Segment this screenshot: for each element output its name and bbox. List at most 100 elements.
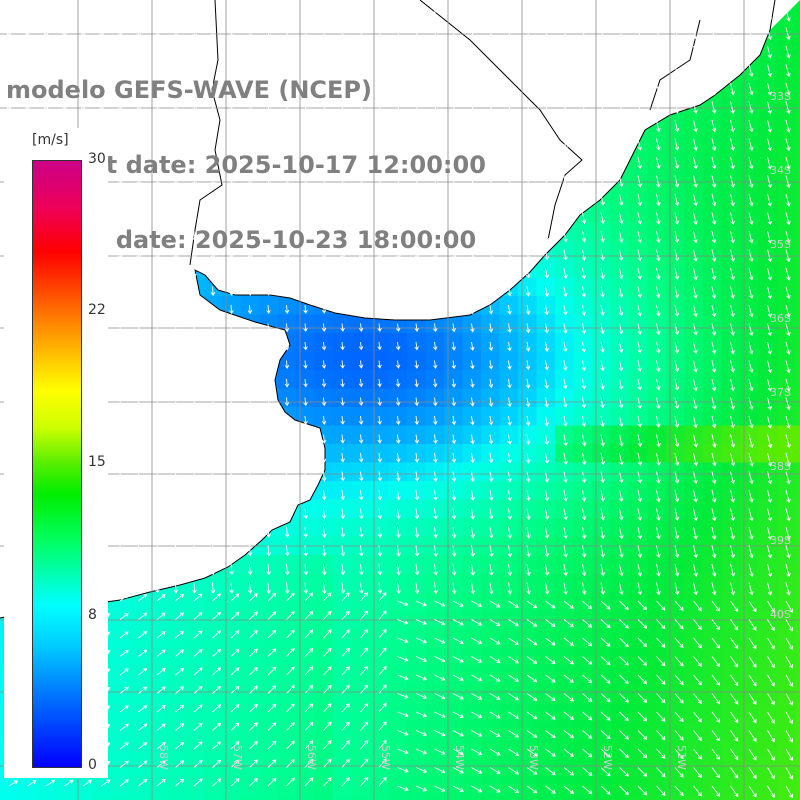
wind-arrow <box>526 101 531 114</box>
wind-speed-cell <box>222 666 242 686</box>
wind-arrow <box>229 489 234 501</box>
wind-speed-cell <box>462 388 482 408</box>
wind-speed-cell <box>296 684 316 704</box>
wind-speed-cell <box>462 444 482 464</box>
wind-arrow <box>99 64 104 75</box>
wind-speed-cell <box>795 314 800 334</box>
wind-arrow <box>544 230 550 243</box>
wind-arrow <box>452 582 457 595</box>
wind-arrow <box>340 64 346 76</box>
wind-arrow <box>656 175 661 188</box>
wind-arrow <box>303 119 308 131</box>
wind-speed-cell <box>795 222 800 242</box>
wind-speed-cell <box>425 333 445 353</box>
wind-arrow <box>136 27 142 38</box>
wind-speed-cell <box>314 370 334 390</box>
wind-arrow <box>600 8 605 21</box>
wind-arrow <box>545 730 556 739</box>
wind-arrow <box>785 156 791 170</box>
wind-arrow <box>674 785 684 797</box>
wind-arrow <box>581 193 587 206</box>
wind-arrow <box>321 489 327 501</box>
wind-arrow <box>210 138 216 149</box>
wind-arrow <box>489 600 501 608</box>
wind-speed-cell <box>259 592 279 612</box>
wind-arrow <box>155 360 160 371</box>
wind-arrow <box>508 748 520 756</box>
wind-arrow <box>433 286 438 296</box>
wind-arrow <box>674 767 684 778</box>
wind-arrow <box>600 619 611 629</box>
wind-arrow <box>193 704 203 713</box>
wind-speed-cell <box>388 573 408 593</box>
wind-arrow <box>674 508 680 522</box>
wind-arrow <box>470 582 476 595</box>
wind-arrow <box>785 767 794 780</box>
wind-arrow <box>637 582 643 596</box>
wind-arrow <box>284 27 290 39</box>
wind-arrow <box>471 730 483 737</box>
wind-arrow <box>693 101 698 114</box>
wind-arrow <box>247 249 253 260</box>
wind-arrow <box>767 452 773 467</box>
wind-arrow <box>544 508 550 521</box>
wind-arrow <box>711 563 717 577</box>
wind-arrow <box>321 434 327 444</box>
wind-speed-cell <box>222 647 242 667</box>
wind-arrow <box>748 82 754 96</box>
wind-arrow <box>266 360 271 370</box>
wind-arrow <box>489 508 494 520</box>
wind-arrow <box>43 8 49 19</box>
wind-arrow <box>173 341 179 352</box>
wind-arrow <box>322 563 327 576</box>
wind-arrow <box>637 212 643 225</box>
wind-arrow <box>730 267 735 281</box>
wind-speed-cell <box>795 777 800 797</box>
wind-arrow <box>396 45 401 58</box>
wind-arrow <box>212 741 222 750</box>
wind-arrow <box>767 693 775 706</box>
wind-arrow <box>230 593 240 602</box>
wind-speed-cell <box>222 758 242 778</box>
wind-arrow <box>711 785 721 797</box>
wind-arrow <box>693 341 698 355</box>
wind-arrow <box>470 249 475 260</box>
wind-arrow <box>229 452 234 463</box>
wind-arrow <box>192 526 197 538</box>
wind-arrow <box>711 8 717 22</box>
wind-arrow <box>303 397 308 407</box>
wind-speed-cell <box>370 407 390 427</box>
wind-arrow <box>340 415 345 425</box>
wind-arrow <box>210 230 216 242</box>
wind-speed-cell <box>795 666 800 686</box>
wind-arrow <box>433 45 438 58</box>
wind-arrow <box>155 452 160 464</box>
wind-arrow <box>377 434 382 444</box>
wind-arrow <box>451 286 457 296</box>
wind-arrow <box>656 64 661 77</box>
wind-arrow <box>452 619 464 626</box>
wind-arrow <box>340 230 345 242</box>
wind-arrow <box>414 156 420 169</box>
wind-arrow <box>582 785 593 795</box>
wind-arrow <box>730 101 735 115</box>
wind-speed-cell <box>666 795 686 800</box>
wind-arrow <box>173 471 179 482</box>
wind-arrow <box>748 378 754 392</box>
wind-speed-cell <box>370 499 390 519</box>
wind-arrow <box>488 304 494 315</box>
wind-arrow <box>711 711 721 723</box>
wind-arrow <box>748 600 757 613</box>
wind-arrow <box>600 415 605 428</box>
wind-arrow <box>619 45 624 59</box>
wind-speed-cell <box>388 462 408 482</box>
wind-speed-cell <box>277 555 297 575</box>
wind-arrow <box>489 767 501 775</box>
wind-arrow <box>267 648 277 657</box>
wind-arrow <box>340 526 346 538</box>
wind-arrow <box>210 249 216 260</box>
wind-arrow <box>192 341 197 352</box>
wind-speed-cell <box>795 370 800 390</box>
wind-arrow <box>284 397 290 407</box>
